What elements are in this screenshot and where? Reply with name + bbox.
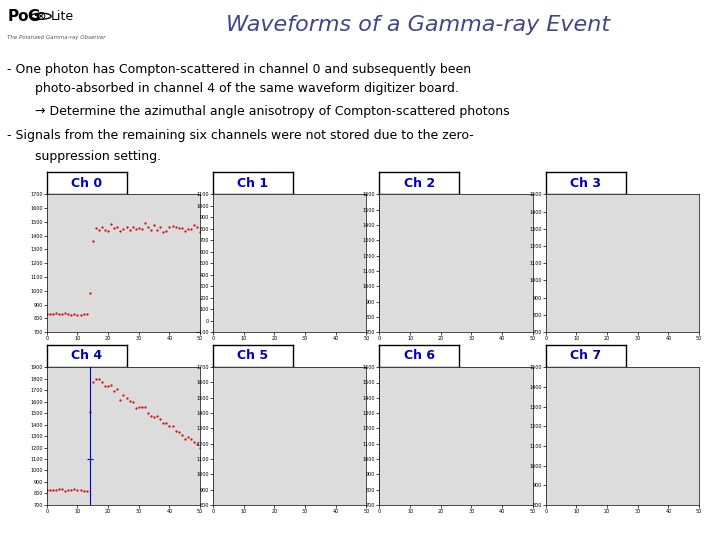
- Text: → Determine the azimuthal angle anisotropy of Compton-scattered photons: → Determine the azimuthal angle anisotro…: [35, 105, 510, 118]
- Text: G: G: [27, 9, 40, 24]
- Text: Ch 7: Ch 7: [570, 349, 601, 362]
- Text: Waveforms of a Gamma-ray Event: Waveforms of a Gamma-ray Event: [225, 15, 610, 35]
- Text: The Polarized Gamma-ray Observer: The Polarized Gamma-ray Observer: [7, 35, 106, 40]
- Text: Lite: Lite: [50, 10, 73, 23]
- Text: - One photon has Compton-scattered in channel 0 and subsequently been: - One photon has Compton-scattered in ch…: [7, 63, 472, 76]
- Text: Ch 6: Ch 6: [404, 349, 435, 362]
- Text: Ch 4: Ch 4: [71, 349, 102, 362]
- Text: Ch 5: Ch 5: [238, 349, 269, 362]
- Text: Ch 3: Ch 3: [570, 177, 601, 190]
- Text: Po: Po: [7, 9, 29, 24]
- Text: photo-absorbed in channel 4 of the same waveform digitizer board.: photo-absorbed in channel 4 of the same …: [35, 82, 459, 95]
- Text: suppression setting.: suppression setting.: [35, 150, 161, 163]
- Text: Ch 2: Ch 2: [404, 177, 435, 190]
- Text: - Signals from the remaining six channels were not stored due to the zero-: - Signals from the remaining six channel…: [7, 129, 474, 141]
- Text: Ch 0: Ch 0: [71, 177, 102, 190]
- Text: ⊗: ⊗: [36, 10, 46, 23]
- Text: Ch 1: Ch 1: [238, 177, 269, 190]
